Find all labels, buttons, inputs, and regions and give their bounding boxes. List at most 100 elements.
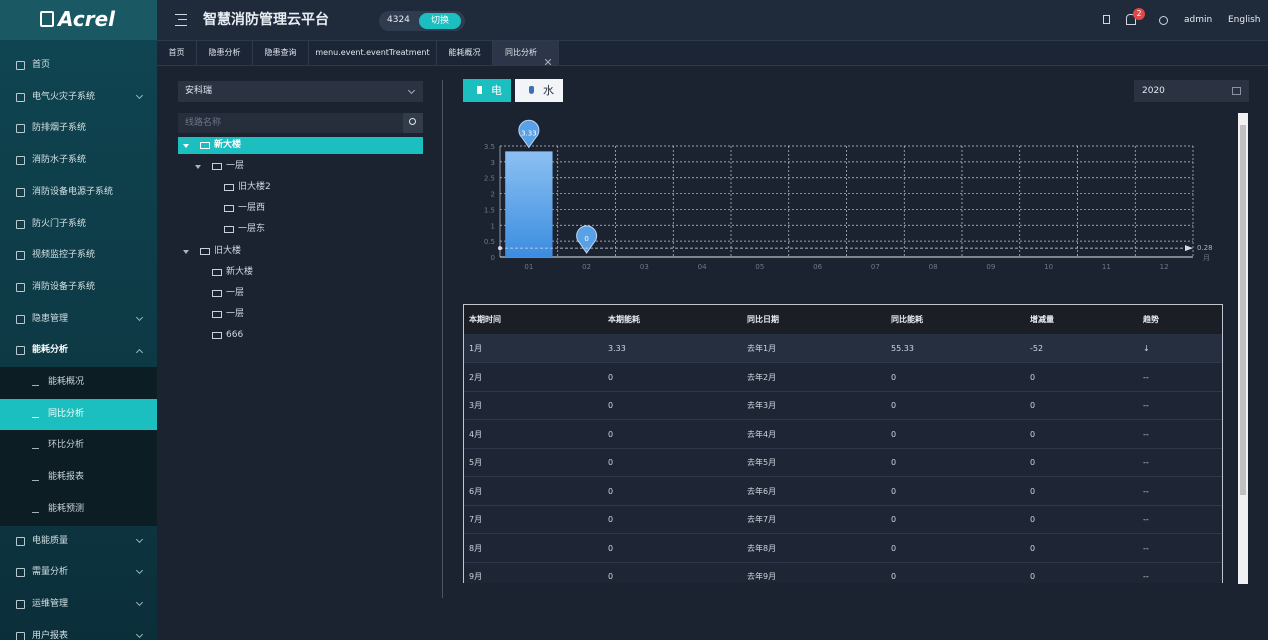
table-row: 5月0去年5月00-- <box>464 448 1223 477</box>
menu-item[interactable]: 能耗分析 <box>0 335 157 366</box>
menu-item[interactable]: 消防水子系统 <box>0 145 157 176</box>
menu-item[interactable]: 电气火灾子系统 <box>0 82 157 113</box>
table-cell: 0 <box>891 488 896 496</box>
tree-node[interactable]: 666 <box>178 327 423 344</box>
scroll-thumb[interactable] <box>1240 125 1246 495</box>
y-tick-label: 1 <box>491 222 495 230</box>
tree-node[interactable]: 一层 <box>178 285 423 302</box>
language[interactable]: English <box>1228 16 1261 25</box>
help-icon[interactable] <box>1159 16 1168 25</box>
site-select[interactable]: 安科瑞 <box>178 81 423 102</box>
menu-item[interactable]: 视频监控子系统 <box>0 240 157 271</box>
table-row: 6月0去年6月00-- <box>464 477 1223 506</box>
menu-toggle[interactable] <box>175 14 187 26</box>
tree-node[interactable]: 一层西 <box>178 200 423 217</box>
folder-icon <box>200 142 210 149</box>
menu-label: 防火门子系统 <box>32 220 86 229</box>
table-cell: 0 <box>1030 573 1035 581</box>
tree-node[interactable]: 新大楼 <box>178 264 423 281</box>
toggle-icon <box>477 86 482 94</box>
table-cell: 去年9月 <box>747 573 776 581</box>
table-cell: -52 <box>1030 345 1043 353</box>
tab[interactable]: 能耗概况 <box>437 41 493 65</box>
table-cell: -- <box>1143 488 1149 496</box>
table-cell: 0 <box>891 402 896 410</box>
toggle-button[interactable]: 水 <box>515 79 563 102</box>
table-cell: 0 <box>608 488 613 496</box>
sidebar: Acrel 首页电气火灾子系统防排烟子系统消防水子系统消防设备电源子系统防火门子… <box>0 0 157 640</box>
tree-label: 一层 <box>226 310 244 319</box>
submenu-item[interactable]: 能耗预测 <box>0 494 157 526</box>
switch-button[interactable]: 切换 <box>419 13 461 29</box>
submenu-label: 能耗概况 <box>48 378 84 387</box>
bar <box>505 151 552 257</box>
menu-item[interactable]: 电能质量 <box>0 526 157 557</box>
tree-label: 一层东 <box>238 225 265 234</box>
menu-item[interactable]: 消防设备电源子系统 <box>0 177 157 208</box>
submenu-item[interactable]: 同比分析 <box>0 399 157 431</box>
toggle-label: 水 <box>543 85 554 96</box>
tree-label: 旧大楼2 <box>238 183 271 192</box>
year-value: 2020 <box>1142 87 1165 96</box>
x-axis-label: 月 <box>1203 254 1210 262</box>
tab-label: 隐患查询 <box>253 49 308 57</box>
submenu-item[interactable]: 环比分析 <box>0 430 157 462</box>
toggle-button[interactable]: 电 <box>463 79 511 102</box>
menu-label: 消防设备子系统 <box>32 283 95 292</box>
submenu-item[interactable]: 能耗概况 <box>0 367 157 399</box>
menu-label: 能耗分析 <box>32 346 68 355</box>
table-cell: 去年7月 <box>747 516 776 524</box>
table-cell: 0 <box>1030 459 1035 467</box>
search-box[interactable]: 线路名称 <box>178 113 423 133</box>
tree-node[interactable]: 一层 <box>178 306 423 323</box>
submenu-icon <box>32 442 39 449</box>
menu-icon <box>16 251 25 260</box>
x-tick-label: 06 <box>813 263 822 271</box>
table-header: 本期时间本期能耗同比日期同比能耗增减量趋势 <box>464 305 1223 334</box>
tab[interactable]: 同比分析 <box>493 41 559 65</box>
mark-line-start <box>498 246 502 250</box>
tab[interactable]: 隐患查询 <box>253 41 309 65</box>
scrollbar[interactable] <box>1238 113 1248 584</box>
menu-item[interactable]: 消防设备子系统 <box>0 272 157 303</box>
toggle-label: 电 <box>491 85 502 96</box>
x-tick-label: 07 <box>871 263 880 271</box>
menu-item[interactable]: 需量分析 <box>0 557 157 588</box>
table-cell: -- <box>1143 374 1149 382</box>
tree-node[interactable]: 旧大楼2 <box>178 179 423 196</box>
tab-bar: 首页隐患分析隐患查询menu.event.eventTreatment能耗概况同… <box>157 41 1268 66</box>
site-value: 安科瑞 <box>185 87 212 96</box>
sound-icon[interactable] <box>1103 15 1110 24</box>
menu-item[interactable]: 运维管理 <box>0 589 157 620</box>
tab[interactable]: menu.event.eventTreatment <box>309 41 437 65</box>
tree-node[interactable]: 一层 <box>178 158 423 175</box>
menu-item[interactable]: 用户报表 <box>0 621 157 640</box>
tree-label: 666 <box>226 331 243 340</box>
year-picker[interactable]: 2020 <box>1134 80 1249 102</box>
menu-item[interactable]: 首页 <box>0 50 157 81</box>
table-cell: 0 <box>1030 488 1035 496</box>
tree-node[interactable]: 一层东 <box>178 221 423 238</box>
tab[interactable]: 隐患分析 <box>197 41 253 65</box>
tree-node[interactable]: 旧大楼 <box>178 243 423 260</box>
menu-item[interactable]: 防排烟子系统 <box>0 113 157 144</box>
search-button[interactable] <box>403 113 423 133</box>
y-tick-label: 3 <box>491 159 495 167</box>
tree-node[interactable]: 新大楼 <box>178 137 423 154</box>
x-tick-label: 12 <box>1160 263 1169 271</box>
menu-label: 用户报表 <box>32 632 68 640</box>
tree-label: 一层 <box>226 162 244 171</box>
user-name[interactable]: admin <box>1184 16 1212 25</box>
submenu-item[interactable]: 能耗报表 <box>0 462 157 494</box>
folder-icon <box>224 226 234 233</box>
table-cell: 去年4月 <box>747 431 776 439</box>
tab-close[interactable] <box>545 50 551 56</box>
menu-icon <box>16 220 25 229</box>
tab[interactable]: 首页 <box>157 41 197 65</box>
table-cell: 去年8月 <box>747 545 776 553</box>
menu-item[interactable]: 防火门子系统 <box>0 209 157 240</box>
y-tick-label: 3.5 <box>484 143 495 151</box>
table-cell: -- <box>1143 402 1149 410</box>
menu-item[interactable]: 隐患管理 <box>0 304 157 335</box>
table-cell: 0 <box>1030 431 1035 439</box>
